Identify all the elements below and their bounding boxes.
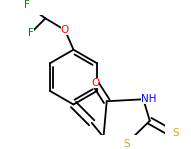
Text: O: O	[91, 78, 99, 88]
Text: NH: NH	[141, 94, 157, 104]
Text: O: O	[61, 25, 69, 35]
Text: F: F	[28, 28, 34, 38]
Text: S: S	[172, 128, 179, 138]
Text: S: S	[123, 139, 130, 149]
Text: F: F	[24, 0, 30, 10]
